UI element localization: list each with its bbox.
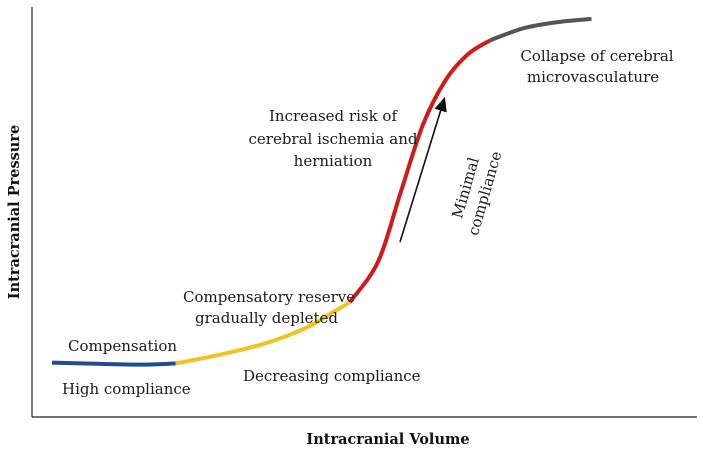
annotation-reserve-line1: Compensatory reserve <box>183 288 355 306</box>
annotation-decreasing-compliance: Decreasing compliance <box>243 367 421 385</box>
annotation-collapse-line2: microvasculature <box>527 68 659 86</box>
curve-segment-4 <box>489 16 592 43</box>
annotation-risk-line3: herniation <box>294 152 373 170</box>
curve-segment-1 <box>51 360 176 367</box>
pressure-volume-curve <box>51 16 592 367</box>
annotation-risk-line2: cerebral ischemia and <box>249 130 418 148</box>
annotation-high-compliance: High compliance <box>62 380 191 398</box>
annotation-compensation: Compensation <box>68 337 177 355</box>
annotation-reserve-line2: gradually depleted <box>195 309 338 327</box>
curve-segment-2 <box>175 300 351 366</box>
x-axis-title: Intracranial Volume <box>306 431 469 448</box>
y-axis-title: Intracranial Pressure <box>6 125 23 299</box>
increasing-risk-arrow-icon <box>399 96 447 243</box>
curve-segment-3 <box>348 38 492 304</box>
annotation-collapse-line1: Collapse of cerebral <box>520 47 673 65</box>
annotation-risk-line1: Increased risk of <box>269 107 398 125</box>
